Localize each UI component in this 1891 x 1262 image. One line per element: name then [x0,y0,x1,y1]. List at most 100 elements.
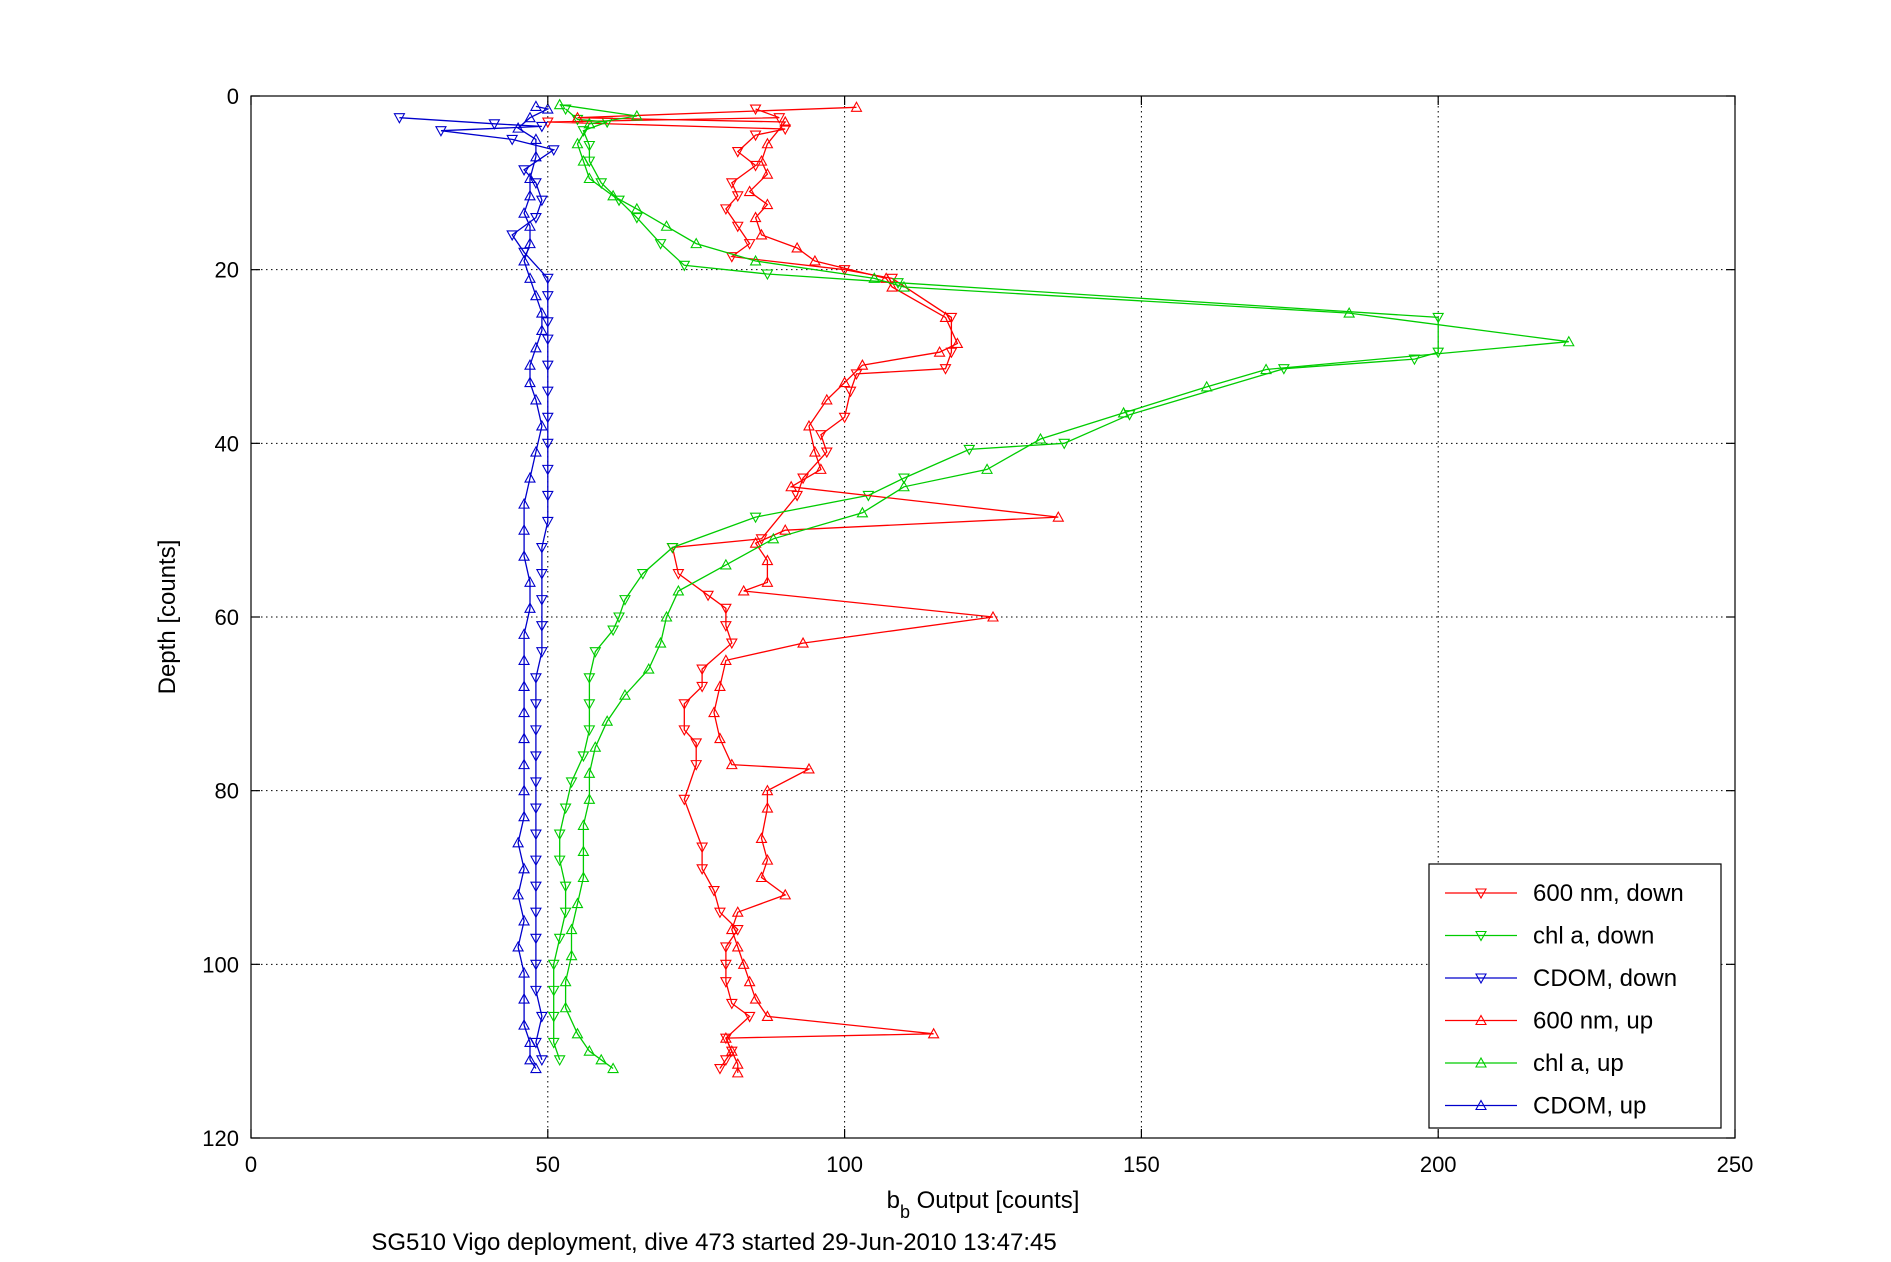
data-point [666,542,679,554]
data-point [761,576,774,587]
data-point [553,855,566,867]
data-point [577,845,590,857]
data-point [518,706,530,718]
data-point [577,154,590,166]
data-point [785,480,798,492]
data-point [518,732,530,744]
data-point [731,906,744,917]
data-point [850,101,863,112]
series-layer [393,98,1575,1078]
data-point [1562,335,1575,347]
data-point [719,654,732,665]
data-point [571,1027,584,1039]
data-point [731,940,744,952]
data-point [755,228,768,240]
data-point [761,198,774,210]
data-point [1034,432,1047,444]
data-point [529,133,542,144]
data-point [761,269,774,281]
data-point [529,445,542,457]
data-point [844,386,857,398]
data-point [571,111,584,123]
data-point [898,473,910,485]
data-point [933,346,946,357]
data-point [535,647,548,658]
x-tick-label: 100 [826,1152,863,1177]
legend-label: CDOM, up [1533,1093,1646,1120]
data-point [529,150,542,162]
data-point [565,777,578,789]
data-point [808,445,821,457]
data-point [892,278,904,289]
data-point [619,595,631,606]
data-point [541,412,554,424]
data-point [791,490,804,502]
data-point [838,265,851,276]
data-point [708,885,720,897]
data-point [607,189,620,201]
data-point [583,172,596,184]
data-point [797,636,809,648]
data-point [529,777,542,789]
data-point [939,311,952,322]
data-point [524,359,536,370]
data-point [571,897,584,909]
data-point [393,113,406,124]
data-point [524,471,536,483]
data-point [803,762,815,774]
data-point [607,625,620,637]
x-tick-label: 0 [245,1152,257,1177]
data-point [719,1055,732,1066]
data-point [529,673,542,684]
data-point [1408,354,1421,366]
data-point [524,272,536,283]
data-point [518,992,530,1004]
data-point [761,137,774,149]
series-4 [553,98,1575,1074]
data-point [654,239,667,250]
data-point [690,237,703,249]
data-point [577,871,590,883]
legend-label: 600 nm, down [1533,880,1684,907]
data-point [529,213,542,224]
data-point [690,760,703,771]
data-point [690,738,703,750]
data-point [838,376,851,388]
legend-marker [1475,888,1487,900]
data-point [518,254,530,266]
data-point [518,524,530,535]
data-point [749,512,762,524]
data-point [987,610,999,622]
data-point [660,610,673,622]
series-5 [512,100,554,1074]
x-axis-label-subscript: b [900,1202,910,1222]
y-tick-label: 120 [202,1126,239,1151]
data-point [435,126,447,137]
data-point [761,1010,774,1021]
data-point [719,942,732,954]
legend-item: CDOM, up [1445,1093,1646,1120]
data-point [541,464,554,476]
data-point [779,524,792,535]
data-point [559,907,572,919]
data-point [529,725,542,737]
figure-caption: SG510 Vigo deployment, dive 473 started … [371,1229,1056,1256]
data-point [749,254,762,266]
legend-marker [1475,1056,1487,1068]
data-point [749,211,762,223]
data-point [714,1063,726,1075]
data-point [696,842,709,854]
x-axis-label-rest: Output [counts] [910,1187,1079,1214]
data-point [761,168,774,179]
data-point [779,124,792,136]
data-point [524,220,536,231]
y-tick-label: 0 [227,84,239,109]
data-point [524,576,536,587]
data-point [529,803,542,815]
data-point [886,280,899,292]
data-point [583,767,596,778]
data-point [577,819,590,830]
data-point [761,784,774,796]
data-point [779,888,792,900]
data-point [1052,511,1065,522]
